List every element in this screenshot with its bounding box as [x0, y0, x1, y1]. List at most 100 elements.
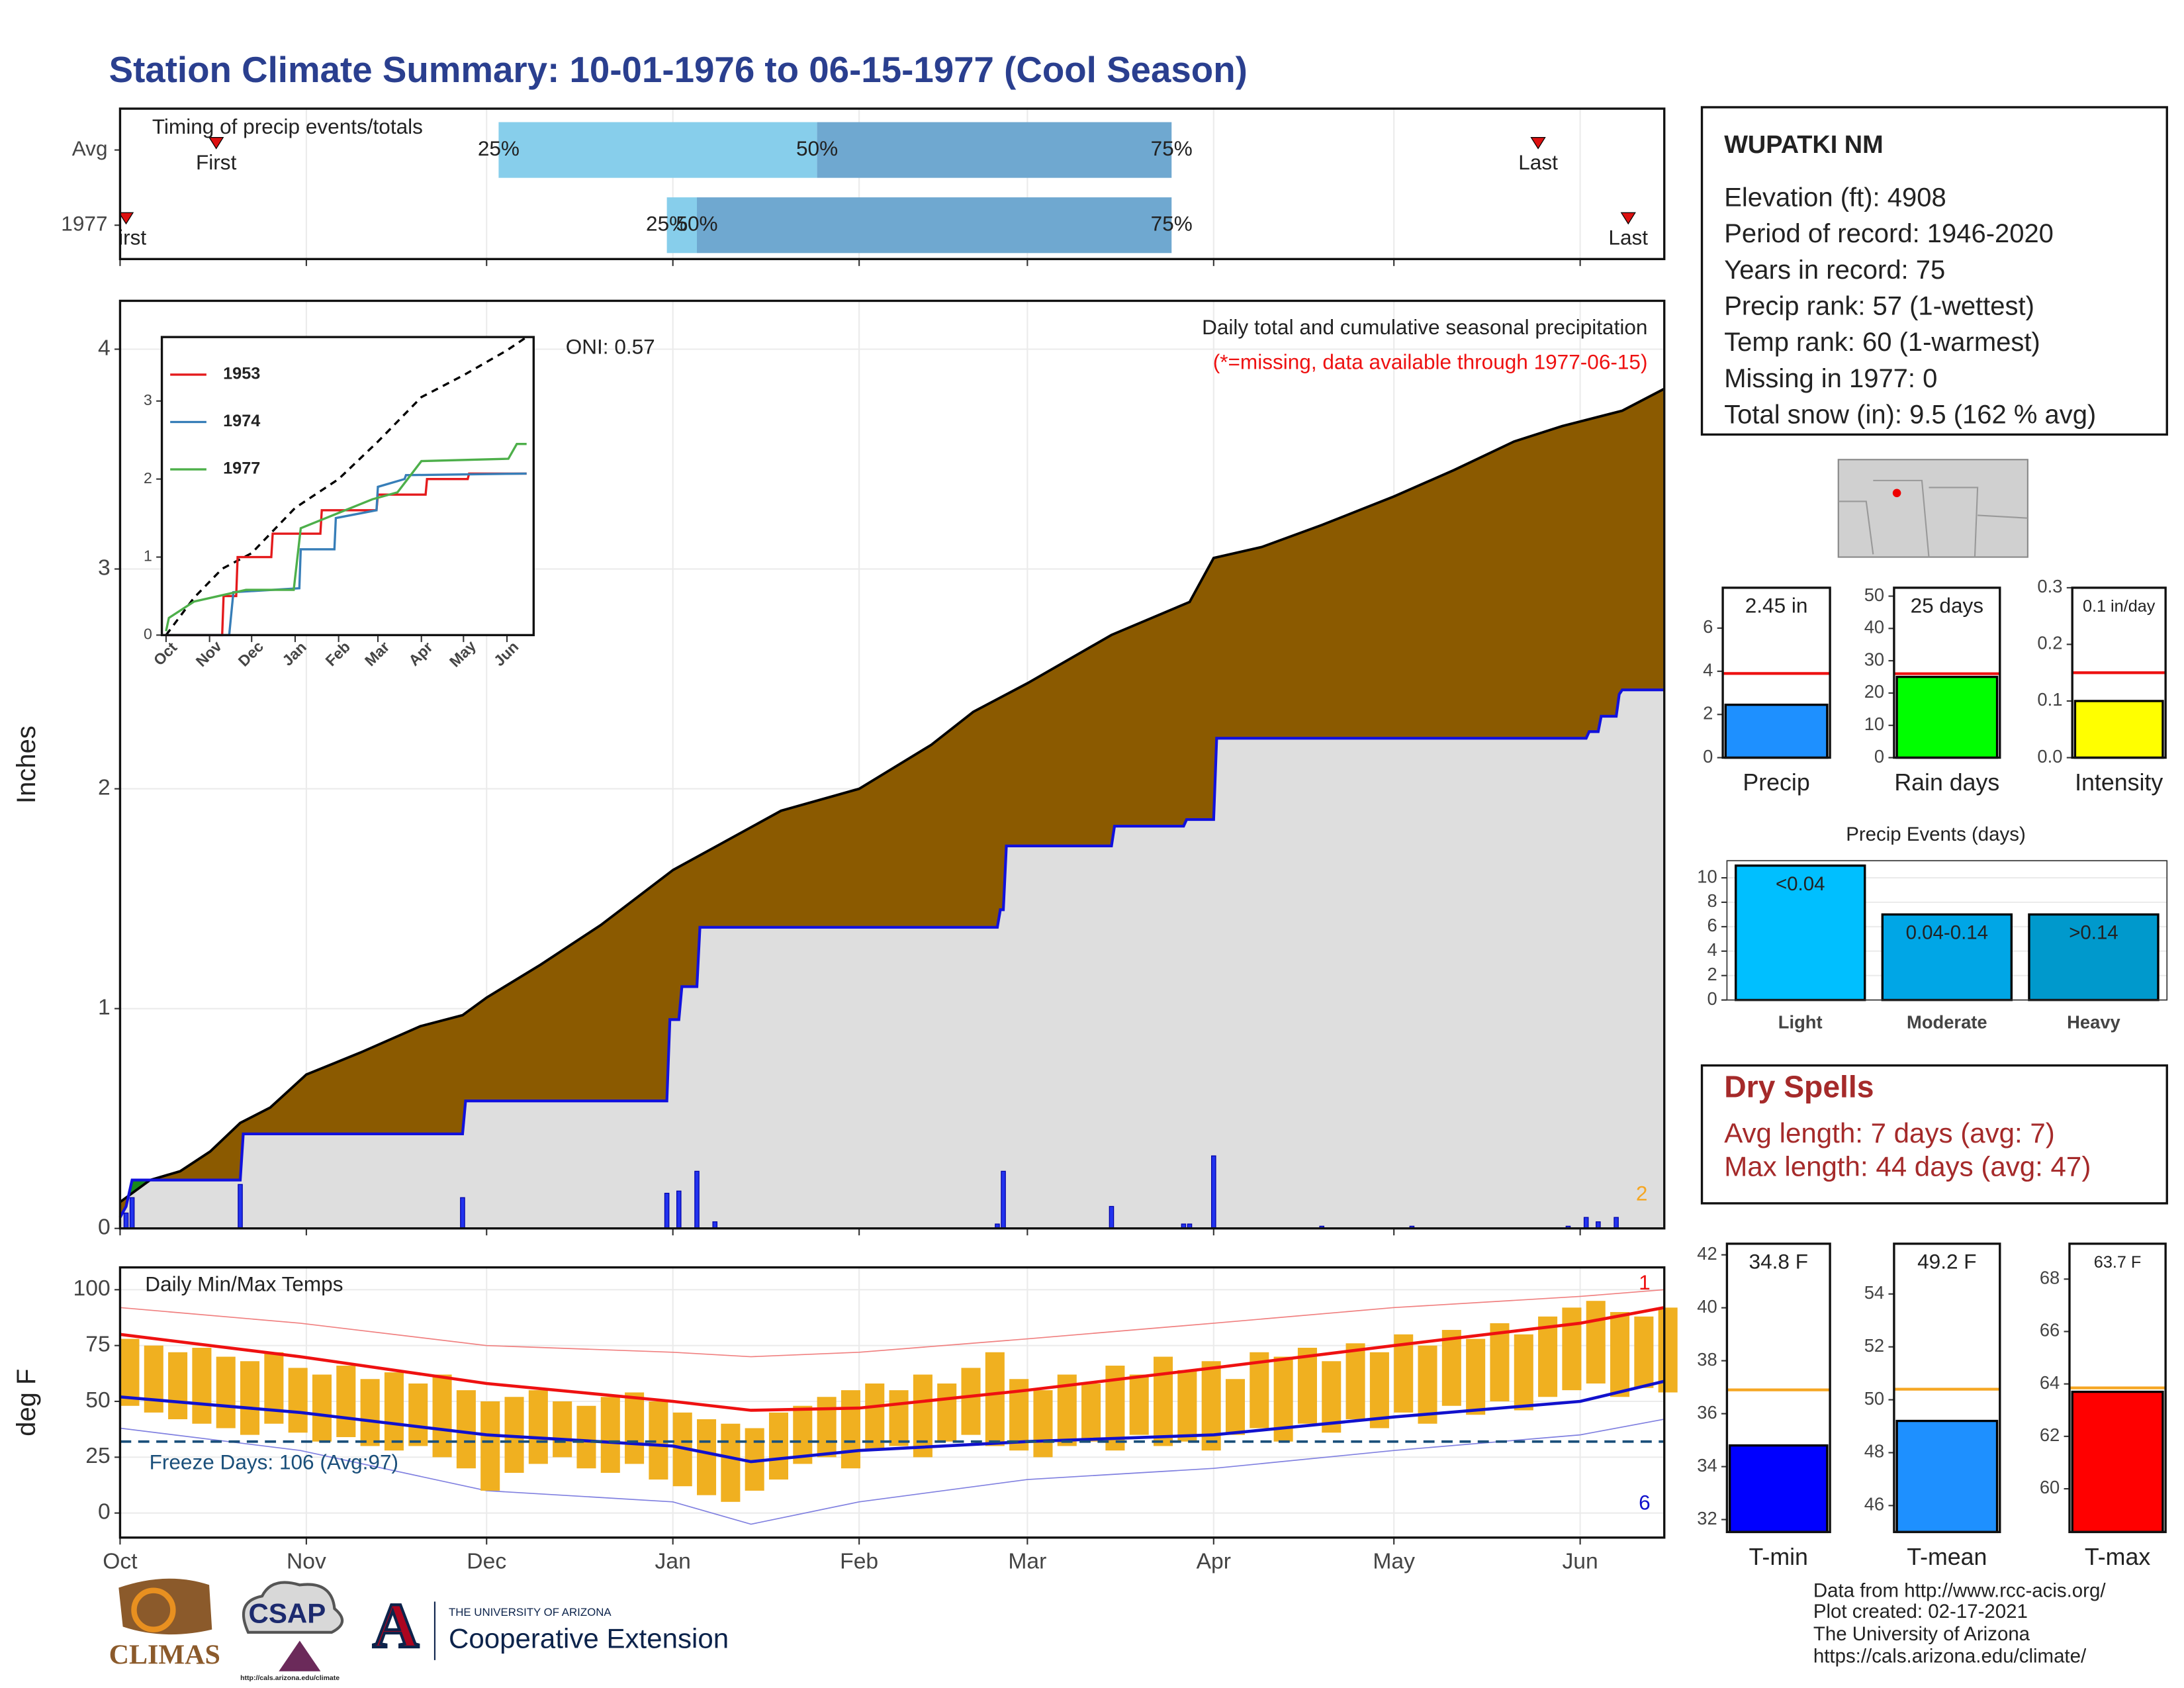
y-tick-label: 4	[1703, 659, 1713, 680]
average-line	[119, 387, 1665, 1203]
y-tick-label: 2	[98, 775, 111, 800]
y-tick-label: 10	[1864, 714, 1884, 734]
event-marker	[120, 212, 134, 225]
station-line: Total snow (in): 9.5 (162 % avg)	[1724, 400, 2096, 430]
y-tick-label: 50	[1864, 585, 1884, 605]
daily-bar	[694, 1170, 700, 1229]
temp-bar	[1586, 1301, 1606, 1384]
y-axis-label: Inches	[12, 726, 41, 804]
y-tick-label: 0.0	[2037, 746, 2062, 767]
daily-bar	[123, 1212, 129, 1229]
y-tick-label: 4	[98, 336, 111, 360]
y-tick-label: 0.1	[2037, 689, 2062, 710]
y-tick-label: 1	[144, 547, 152, 565]
panel-title: Precip Events (days)	[1846, 823, 2026, 845]
temp-bar	[1514, 1334, 1533, 1411]
temp-bar	[264, 1352, 284, 1424]
panel-frame	[118, 107, 1666, 261]
record-low-line	[120, 1419, 1664, 1525]
y-tick-label: 6	[1707, 915, 1717, 935]
panel-frame	[118, 1266, 1666, 1539]
y-tick-label: 0	[98, 1215, 111, 1240]
temp-bar	[1441, 1330, 1461, 1406]
temp-bar	[1201, 1361, 1221, 1451]
x-tick-label: Mar	[1008, 1550, 1046, 1574]
arizona-a: A	[373, 1590, 419, 1661]
y-tick-label: 0	[1874, 746, 1884, 767]
temp-bar	[1394, 1334, 1414, 1413]
value-label: 49.2 F	[1917, 1250, 1976, 1274]
climas-text: CLIMAS	[109, 1640, 220, 1670]
daily-bar	[129, 1197, 135, 1229]
event-label: First	[106, 226, 147, 250]
footer-line: Plot created: 02-17-2021	[1813, 1601, 2028, 1622]
corner-note: 6	[1639, 1491, 1651, 1515]
panel-bg	[161, 337, 534, 635]
temp-bar	[865, 1383, 885, 1451]
csap-cloud	[242, 1581, 344, 1634]
legend-label: 1974	[223, 412, 260, 430]
temp-bar	[1345, 1343, 1365, 1419]
y-tick-label: 0	[98, 1500, 111, 1524]
temp-bar	[817, 1397, 837, 1458]
footer-line: The University of Arizona	[1813, 1623, 2030, 1645]
y-tick-label: 64	[2040, 1372, 2060, 1393]
x-tick-label: Jun	[1562, 1550, 1598, 1574]
daily-bar	[1001, 1170, 1006, 1229]
daily-bar	[460, 1197, 465, 1229]
panel-title: Timing of precip events/totals	[152, 115, 423, 138]
category-label: Rain days	[1894, 769, 1999, 796]
event-marker	[208, 137, 224, 150]
temp-bar	[1322, 1361, 1342, 1433]
temp-bar	[240, 1361, 260, 1435]
station-line: Years in record: 75	[1724, 256, 1945, 285]
temp-bar	[1634, 1316, 1654, 1388]
dry-title: Dry Spells	[1724, 1070, 1874, 1104]
y-tick-label: 50	[85, 1388, 110, 1413]
temp-bar	[1154, 1356, 1173, 1446]
panel-title: Daily total and cumulative seasonal prec…	[1202, 315, 1647, 339]
dry-box	[1700, 1064, 2168, 1205]
map-bg	[1837, 459, 2028, 558]
quartile-label: 25%	[646, 212, 688, 236]
temp-bar	[288, 1368, 308, 1433]
record-high-line	[120, 1289, 1664, 1358]
temp-bar	[1418, 1345, 1437, 1424]
temp-bar	[360, 1379, 380, 1446]
y-tick-label: 0	[144, 626, 152, 643]
y-tick-label: 10	[1697, 866, 1717, 886]
y-tick-label: 2	[144, 469, 152, 487]
footer-line: https://cals.arizona.edu/climate/	[1813, 1645, 2087, 1667]
temp-bar	[1562, 1307, 1582, 1391]
oni-note: ONI: 0.57	[566, 334, 655, 358]
footer-line: Data from http://www.rcc-acis.org/	[1813, 1580, 2106, 1602]
category-label: T-max	[2085, 1544, 2150, 1570]
quartile-bar	[498, 122, 817, 178]
temp-bar	[768, 1412, 789, 1480]
quartile-label: 50%	[676, 212, 717, 236]
x-tick-label: Feb	[840, 1550, 878, 1574]
temp-bar	[985, 1352, 1005, 1446]
station-line: Temp rank: 60 (1-warmest)	[1724, 328, 2040, 357]
panel-frame	[1726, 860, 2168, 1001]
temp-bar	[625, 1392, 645, 1464]
value-label: 63.7 F	[2094, 1253, 2142, 1272]
daily-bar	[676, 1190, 682, 1229]
station-line: Elevation (ft): 4908	[1724, 183, 1946, 212]
legend-label: 1977	[223, 459, 260, 478]
y-tick-label: 0	[1707, 988, 1717, 1009]
temp-bar	[889, 1390, 909, 1446]
climas-sun	[131, 1587, 176, 1632]
y-tick-label: 60	[2040, 1477, 2060, 1497]
quartile-bar	[666, 197, 698, 254]
temp-bar	[168, 1352, 188, 1419]
temp-bar	[1033, 1390, 1053, 1458]
panel-frame	[1725, 1243, 1831, 1534]
y-tick-label: 34	[1697, 1455, 1717, 1476]
dry-line: Avg length: 7 days (avg: 7)	[1724, 1117, 2055, 1149]
category-label: Moderate	[1907, 1012, 1987, 1033]
legend-label: 1953	[223, 365, 260, 383]
bar	[1881, 913, 2013, 1002]
y-tick-label: 68	[2040, 1268, 2060, 1288]
